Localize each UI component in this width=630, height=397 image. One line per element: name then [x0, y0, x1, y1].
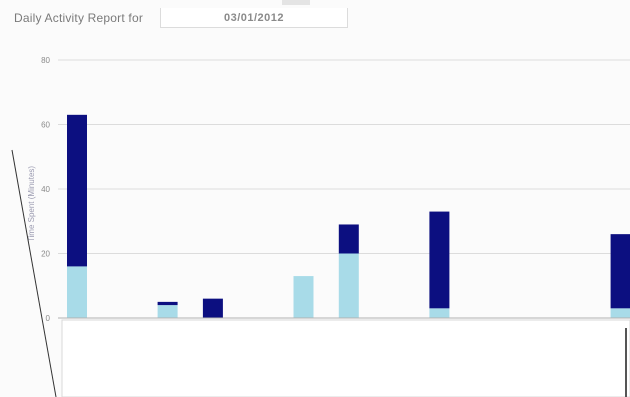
y-tick-label: 60	[41, 121, 50, 130]
y-axis-title: Time Spent (Minutes)	[27, 166, 36, 243]
y-tick-label: 80	[41, 56, 50, 65]
top-decoration	[282, 0, 310, 5]
report-date-field[interactable]: 03/01/2012	[160, 8, 348, 28]
report-header: Daily Activity Report for 03/01/2012	[0, 0, 630, 40]
y-tick-label: 40	[41, 185, 50, 194]
report-label: Daily Activity Report for	[14, 11, 144, 25]
bar-segment	[67, 114, 87, 267]
y-tick-label: 0	[46, 314, 51, 323]
bar-segment	[293, 276, 314, 318]
bar-segment	[429, 211, 450, 309]
bar-segment	[202, 298, 223, 318]
bar-segment	[338, 253, 359, 318]
bar-segment	[67, 266, 87, 318]
bar-segment	[157, 301, 178, 306]
x-axis-panel	[61, 319, 630, 397]
bar-segment	[610, 308, 630, 318]
y-tick-label: 20	[41, 250, 50, 259]
bar-segment	[610, 234, 630, 309]
bar-segment	[338, 224, 359, 254]
bar-segment	[429, 308, 450, 318]
bar-segment	[157, 305, 178, 318]
